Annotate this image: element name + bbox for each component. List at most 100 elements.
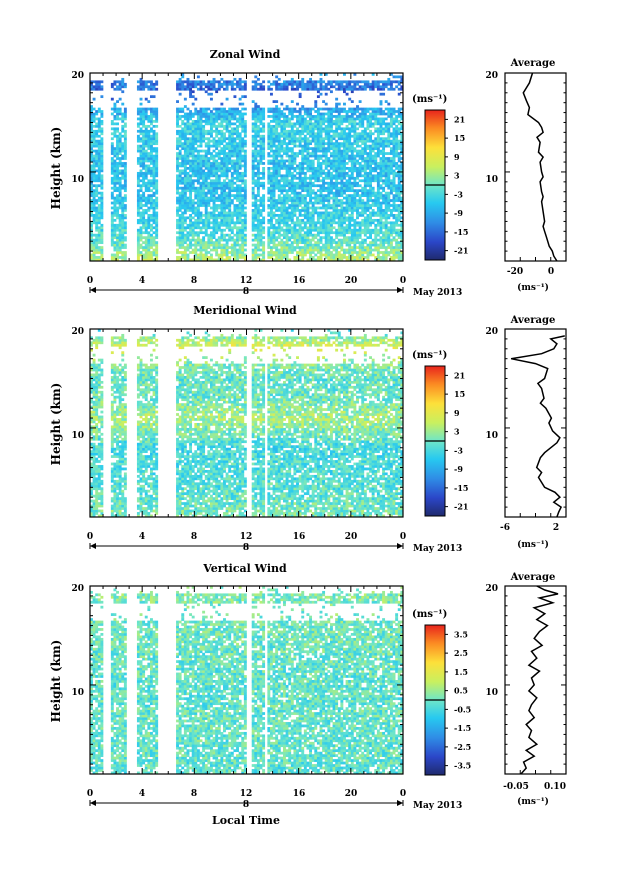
heatmap-cell bbox=[254, 105, 258, 108]
heatmap-cell bbox=[217, 204, 221, 207]
heatmap-cell bbox=[272, 112, 276, 116]
heatmap-cell bbox=[296, 176, 299, 180]
heatmap-cell bbox=[311, 236, 315, 240]
heatmap-cell bbox=[275, 169, 279, 173]
heatmap-cell bbox=[361, 246, 365, 249]
heatmap-cell bbox=[233, 171, 237, 175]
heatmap-cell bbox=[204, 253, 208, 257]
heatmap-cell bbox=[230, 147, 234, 150]
heatmap-cell bbox=[329, 196, 333, 200]
heatmap-cell bbox=[340, 162, 344, 165]
heatmap-cell bbox=[363, 251, 367, 254]
heatmap-cell bbox=[149, 181, 153, 185]
heatmap-cell bbox=[285, 189, 289, 193]
heatmap-cell bbox=[285, 169, 289, 173]
heatmap-cell bbox=[283, 206, 286, 210]
heatmap-cell bbox=[358, 87, 362, 91]
heatmap-cell bbox=[348, 194, 352, 197]
heatmap-cell bbox=[212, 171, 216, 175]
heatmap-cell bbox=[236, 209, 239, 212]
heatmap-cell bbox=[194, 248, 198, 252]
heatmap-cell bbox=[353, 132, 357, 136]
heatmap-cell bbox=[123, 226, 127, 230]
heatmap-cell bbox=[309, 80, 313, 84]
heatmap-cell bbox=[204, 159, 208, 163]
heatmap-cell bbox=[311, 189, 315, 193]
heatmap-cell bbox=[223, 251, 226, 254]
heatmap-cell bbox=[348, 246, 352, 249]
heatmap-cell bbox=[343, 167, 346, 170]
heatmap-cell bbox=[327, 171, 331, 175]
heatmap-cell bbox=[144, 181, 148, 185]
heatmap-cell bbox=[283, 181, 286, 185]
heatmap-cell bbox=[296, 110, 299, 113]
heatmap-cell bbox=[215, 120, 219, 123]
heatmap-cell bbox=[142, 122, 146, 126]
heatmap-cell bbox=[306, 211, 310, 215]
heatmap-cell bbox=[267, 115, 271, 118]
heatmap-cell bbox=[220, 122, 224, 126]
heatmap-cell bbox=[186, 181, 190, 185]
heatmap-cell bbox=[95, 223, 99, 227]
heatmap-cell bbox=[298, 167, 302, 170]
heatmap-cell bbox=[256, 144, 260, 148]
heatmap-cell bbox=[256, 82, 260, 86]
heatmap-cell bbox=[113, 80, 117, 84]
heatmap-cell bbox=[256, 152, 260, 155]
heatmap-cell bbox=[149, 117, 153, 121]
heatmap-cell bbox=[149, 85, 153, 89]
heatmap-cell bbox=[343, 238, 346, 242]
heatmap-cell bbox=[183, 258, 187, 262]
heatmap-cell bbox=[225, 80, 229, 84]
heatmap-cell bbox=[118, 181, 122, 185]
heatmap-cell bbox=[152, 194, 156, 197]
heatmap-cell bbox=[223, 253, 226, 257]
heatmap-cell bbox=[316, 251, 320, 254]
heatmap-cell bbox=[152, 214, 156, 217]
heatmap-cell bbox=[309, 176, 313, 180]
heatmap-cell bbox=[293, 191, 297, 195]
heatmap-cell bbox=[97, 80, 101, 84]
heatmap-cell bbox=[121, 85, 125, 89]
heatmap-cell bbox=[319, 228, 323, 232]
heatmap-cell bbox=[183, 87, 187, 91]
heatmap-cell bbox=[298, 251, 302, 254]
heatmap-cell bbox=[361, 214, 365, 217]
heatmap-cell bbox=[90, 214, 93, 217]
heatmap-cell bbox=[116, 226, 119, 230]
heatmap-cell bbox=[275, 179, 279, 183]
heatmap-cell bbox=[230, 251, 234, 254]
heatmap-cell bbox=[277, 82, 281, 86]
heatmap-cell bbox=[329, 137, 333, 141]
heatmap-cell bbox=[97, 134, 101, 138]
heatmap-cell bbox=[309, 124, 313, 128]
heatmap-cell bbox=[189, 129, 193, 133]
heatmap-cell bbox=[110, 112, 114, 116]
heatmap-cell bbox=[340, 256, 344, 259]
heatmap-cell bbox=[95, 132, 99, 136]
heatmap-cell bbox=[329, 218, 333, 222]
heatmap-cell bbox=[358, 134, 362, 138]
heatmap-cell bbox=[186, 201, 190, 205]
heatmap-cell bbox=[306, 214, 310, 217]
heatmap-cell bbox=[144, 199, 148, 202]
heatmap-cell bbox=[353, 209, 357, 212]
heatmap-cell bbox=[92, 132, 96, 136]
heatmap-cell bbox=[327, 181, 331, 185]
heatmap-cell bbox=[207, 191, 211, 195]
heatmap-cell bbox=[223, 196, 226, 200]
heatmap-cell bbox=[309, 206, 313, 210]
heatmap-cell bbox=[353, 110, 357, 113]
heatmap-cell bbox=[251, 176, 255, 180]
heatmap-cell bbox=[223, 157, 226, 160]
heatmap-cell bbox=[303, 144, 307, 148]
heatmap-cell bbox=[329, 231, 333, 235]
heatmap-cell bbox=[199, 149, 203, 153]
heatmap-cell bbox=[233, 186, 237, 190]
heatmap-cell bbox=[212, 194, 216, 197]
heatmap-cell bbox=[228, 206, 232, 210]
heatmap-cell bbox=[223, 80, 226, 84]
heatmap-cell bbox=[301, 226, 305, 230]
heatmap-cell bbox=[269, 251, 273, 254]
heatmap-cell bbox=[363, 226, 367, 230]
